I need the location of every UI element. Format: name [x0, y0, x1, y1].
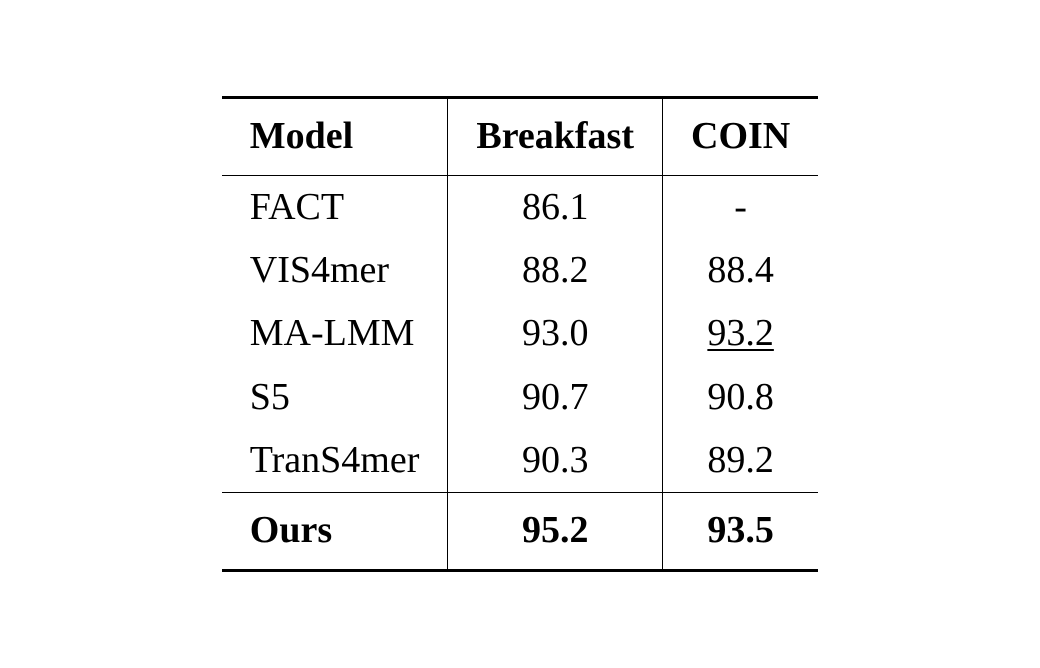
col-header-breakfast: Breakfast: [448, 98, 663, 175]
table-row: S5 90.7 90.8: [222, 366, 818, 429]
cell-model: FACT: [222, 175, 448, 239]
table-row: FACT 86.1 -: [222, 175, 818, 239]
cell-coin-ours: 93.5: [663, 493, 819, 570]
cell-breakfast: 88.2: [448, 239, 663, 302]
table-row-ours: Ours 95.2 93.5: [222, 493, 818, 570]
cell-model-ours: Ours: [222, 493, 448, 570]
cell-breakfast: 86.1: [448, 175, 663, 239]
table-row: VIS4mer 88.2 88.4: [222, 239, 818, 302]
table-row: MA-LMM 93.0 93.2: [222, 302, 818, 365]
table-row: TranS4mer 90.3 89.2: [222, 429, 818, 493]
cell-coin: 90.8: [663, 366, 819, 429]
cell-breakfast-ours: 95.2: [448, 493, 663, 570]
cell-coin: 93.2: [663, 302, 819, 365]
cell-model: S5: [222, 366, 448, 429]
cell-model: VIS4mer: [222, 239, 448, 302]
cell-coin: 89.2: [663, 429, 819, 493]
cell-model: TranS4mer: [222, 429, 448, 493]
cell-coin-value: 93.2: [707, 312, 774, 354]
col-header-coin: COIN: [663, 98, 819, 175]
col-header-model: Model: [222, 98, 448, 175]
cell-model: MA-LMM: [222, 302, 448, 365]
cell-breakfast: 93.0: [448, 302, 663, 365]
cell-breakfast: 90.3: [448, 429, 663, 493]
results-table-wrapper: Model Breakfast COIN FACT 86.1 - VIS4mer…: [222, 96, 818, 571]
cell-breakfast: 90.7: [448, 366, 663, 429]
results-table: Model Breakfast COIN FACT 86.1 - VIS4mer…: [222, 96, 818, 571]
cell-coin: 88.4: [663, 239, 819, 302]
table-header-row: Model Breakfast COIN: [222, 98, 818, 175]
cell-coin: -: [663, 175, 819, 239]
